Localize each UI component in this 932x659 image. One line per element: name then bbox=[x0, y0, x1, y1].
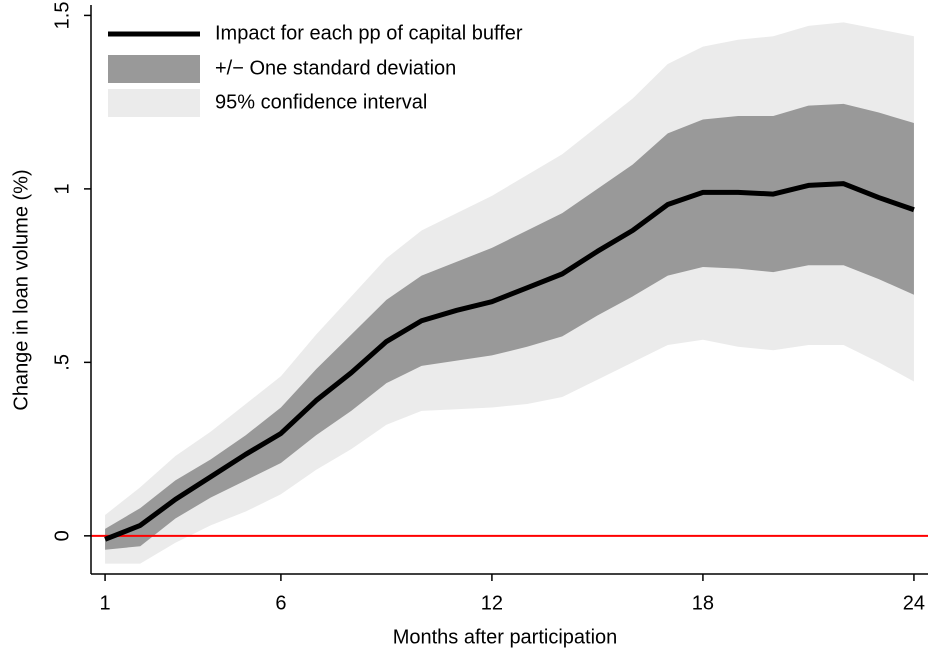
y-tick-label: 0 bbox=[51, 530, 73, 541]
plot-area bbox=[91, 22, 928, 564]
legend-swatch bbox=[108, 55, 200, 83]
confidence-band bbox=[105, 103, 914, 550]
legend-label: Impact for each pp of capital buffer bbox=[215, 22, 523, 44]
legend-label: +/− One standard deviation bbox=[215, 57, 456, 79]
legend-label: 95% confidence interval bbox=[215, 91, 427, 113]
legend-swatch bbox=[108, 89, 200, 117]
y-tick-label: 1 bbox=[51, 183, 73, 194]
x-tick-label: 6 bbox=[275, 592, 286, 614]
x-tick-label: 18 bbox=[692, 592, 714, 614]
x-axis-label: Months after participation bbox=[393, 626, 618, 648]
y-axis-label: Change in loan volume (%) bbox=[10, 169, 32, 410]
x-tick-label: 12 bbox=[481, 592, 503, 614]
x-tick-label: 1 bbox=[100, 592, 111, 614]
y-tick-label: 1.5 bbox=[51, 2, 73, 30]
y-tick-label: .5 bbox=[51, 354, 73, 371]
line bbox=[104, 181, 915, 542]
x-tick-label: 24 bbox=[903, 592, 925, 614]
